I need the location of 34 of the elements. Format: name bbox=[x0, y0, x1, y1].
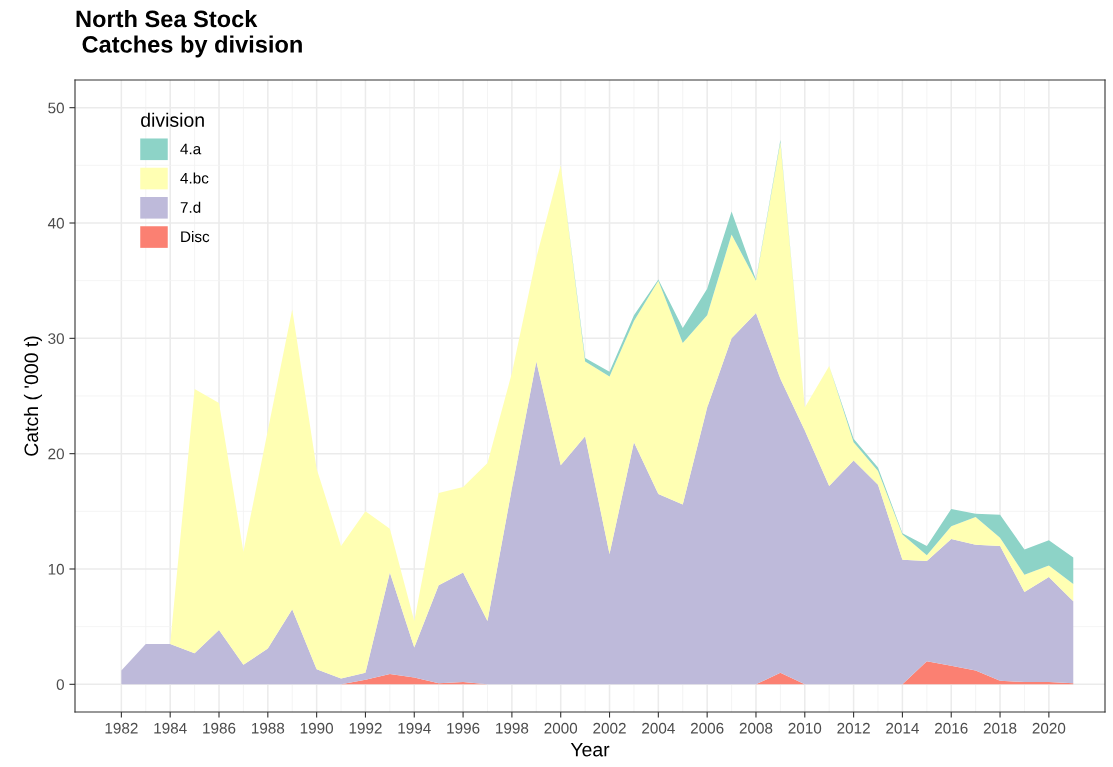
y-tick-label: 20 bbox=[48, 448, 64, 460]
x-tick-label: 1992 bbox=[349, 722, 382, 734]
y-tick-label: 40 bbox=[47, 217, 64, 229]
legend-label: 4.a bbox=[180, 143, 202, 155]
x-tick-label: 2016 bbox=[935, 722, 968, 734]
x-tick-label: 2018 bbox=[983, 722, 1017, 734]
y-tick-label: 10 bbox=[48, 563, 64, 575]
x-tick-label: 1982 bbox=[105, 722, 138, 734]
x-tick-label: 1994 bbox=[398, 722, 431, 734]
x-tick-label: 1998 bbox=[496, 722, 529, 734]
x-tick-label: 2010 bbox=[788, 722, 822, 734]
x-tick-label: 2000 bbox=[544, 722, 578, 734]
x-tick-label: 2020 bbox=[1032, 722, 1066, 734]
x-tick-label: 2012 bbox=[837, 722, 870, 734]
y-tick-label: 30 bbox=[48, 333, 64, 345]
chart-title: North Sea Stock Catches by division bbox=[76, 10, 302, 58]
x-tick-label: 1996 bbox=[447, 722, 480, 734]
legend-label: 7.d bbox=[180, 201, 201, 213]
x-tick-label: 2014 bbox=[886, 722, 919, 734]
x-axis-title: Year bbox=[570, 742, 610, 757]
x-tick-label: 1984 bbox=[154, 722, 187, 734]
x-tick-label: 2004 bbox=[642, 722, 675, 734]
y-tick-label: 0 bbox=[56, 679, 64, 691]
x-tick-label: 1988 bbox=[251, 722, 285, 734]
x-tick-label: 2006 bbox=[690, 722, 724, 734]
y-tick-label: 50 bbox=[48, 102, 64, 114]
x-tick-label: 2008 bbox=[739, 722, 773, 734]
x-tick-label: 2002 bbox=[593, 722, 626, 734]
x-tick-label: 1990 bbox=[300, 722, 334, 734]
legend-label: 4.bc bbox=[180, 172, 209, 184]
x-tick-label: 1986 bbox=[203, 722, 236, 734]
y-axis-title: Catch ( '000 t) bbox=[23, 336, 43, 456]
legend-title: division bbox=[141, 112, 204, 127]
legend-label: Disc bbox=[181, 230, 210, 243]
